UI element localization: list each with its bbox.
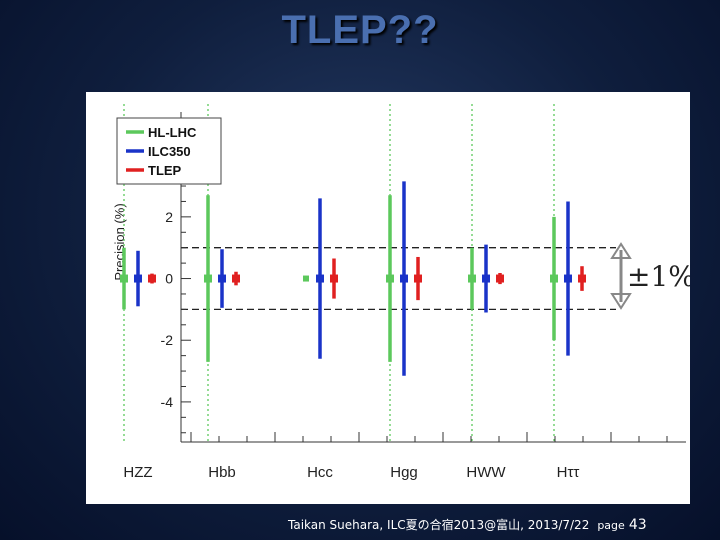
slide-title: TLEP?? bbox=[281, 8, 439, 52]
x-ticks bbox=[190, 432, 668, 442]
page-label: page bbox=[597, 519, 625, 532]
legend-label-HL-LHC: HL-LHC bbox=[148, 125, 197, 140]
category-label-4: HWW bbox=[466, 464, 506, 481]
point-HL-LHC-Hττ bbox=[550, 274, 558, 283]
y-tick-label-0: -4 bbox=[161, 394, 174, 410]
plus-minus-annotation: ±1% bbox=[610, 242, 690, 310]
y-tick-label-1: -2 bbox=[161, 332, 174, 348]
point-ILC350-HWW bbox=[482, 274, 490, 283]
legend: HL-LHC ILC350 TLEP bbox=[116, 117, 222, 185]
point-HL-LHC-HZZ bbox=[120, 274, 128, 283]
legend-label-TLEP: TLEP bbox=[148, 163, 182, 178]
category-label-5: Hττ bbox=[557, 464, 580, 481]
point-HL-LHC-Hcc bbox=[303, 275, 309, 282]
slide-footer: Taikan Suehara, ILC夏の合宿2013@富山, 2013/7/2… bbox=[288, 516, 647, 533]
legend-label-ILC350: ILC350 bbox=[148, 144, 191, 159]
point-ILC350-Hgg bbox=[400, 274, 408, 283]
point-ILC350-Hττ bbox=[564, 274, 572, 283]
annotation-arrow-head-down bbox=[610, 293, 632, 310]
annotation-arrow-head-up bbox=[610, 242, 632, 259]
y-tick-label-2: 0 bbox=[165, 271, 173, 287]
chart-panel: Precision (%) -4-2024 HZZHbbHccHggHWWHττ… bbox=[86, 92, 690, 504]
y-tick-label-3: 2 bbox=[165, 209, 173, 225]
point-HL-LHC-Hgg bbox=[386, 274, 394, 283]
legend-box bbox=[116, 117, 222, 185]
error-bars bbox=[120, 181, 586, 376]
page-number: 43 bbox=[628, 517, 647, 533]
annotation-label: ±1% bbox=[627, 260, 690, 293]
point-HL-LHC-Hbb bbox=[204, 274, 212, 283]
category-label-1: Hbb bbox=[208, 464, 236, 481]
point-ILC350-HZZ bbox=[134, 274, 142, 283]
category-label-2: Hcc bbox=[307, 464, 333, 481]
point-HL-LHC-HWW bbox=[468, 274, 476, 283]
point-ILC350-Hbb bbox=[218, 274, 226, 283]
category-label-0: HZZ bbox=[123, 464, 152, 481]
category-labels: HZZ Hbb Hcc Hgg HWW Hττ bbox=[123, 464, 579, 481]
category-label-3: Hgg bbox=[390, 464, 418, 481]
reference-lines bbox=[181, 247, 616, 311]
footer-text: Taikan Suehara, ILC夏の合宿2013@富山, 2013/7/2… bbox=[288, 518, 590, 532]
precision-chart: Precision (%) -4-2024 HZZHbbHccHggHWWHττ… bbox=[112, 104, 690, 481]
point-ILC350-Hcc bbox=[316, 274, 324, 283]
